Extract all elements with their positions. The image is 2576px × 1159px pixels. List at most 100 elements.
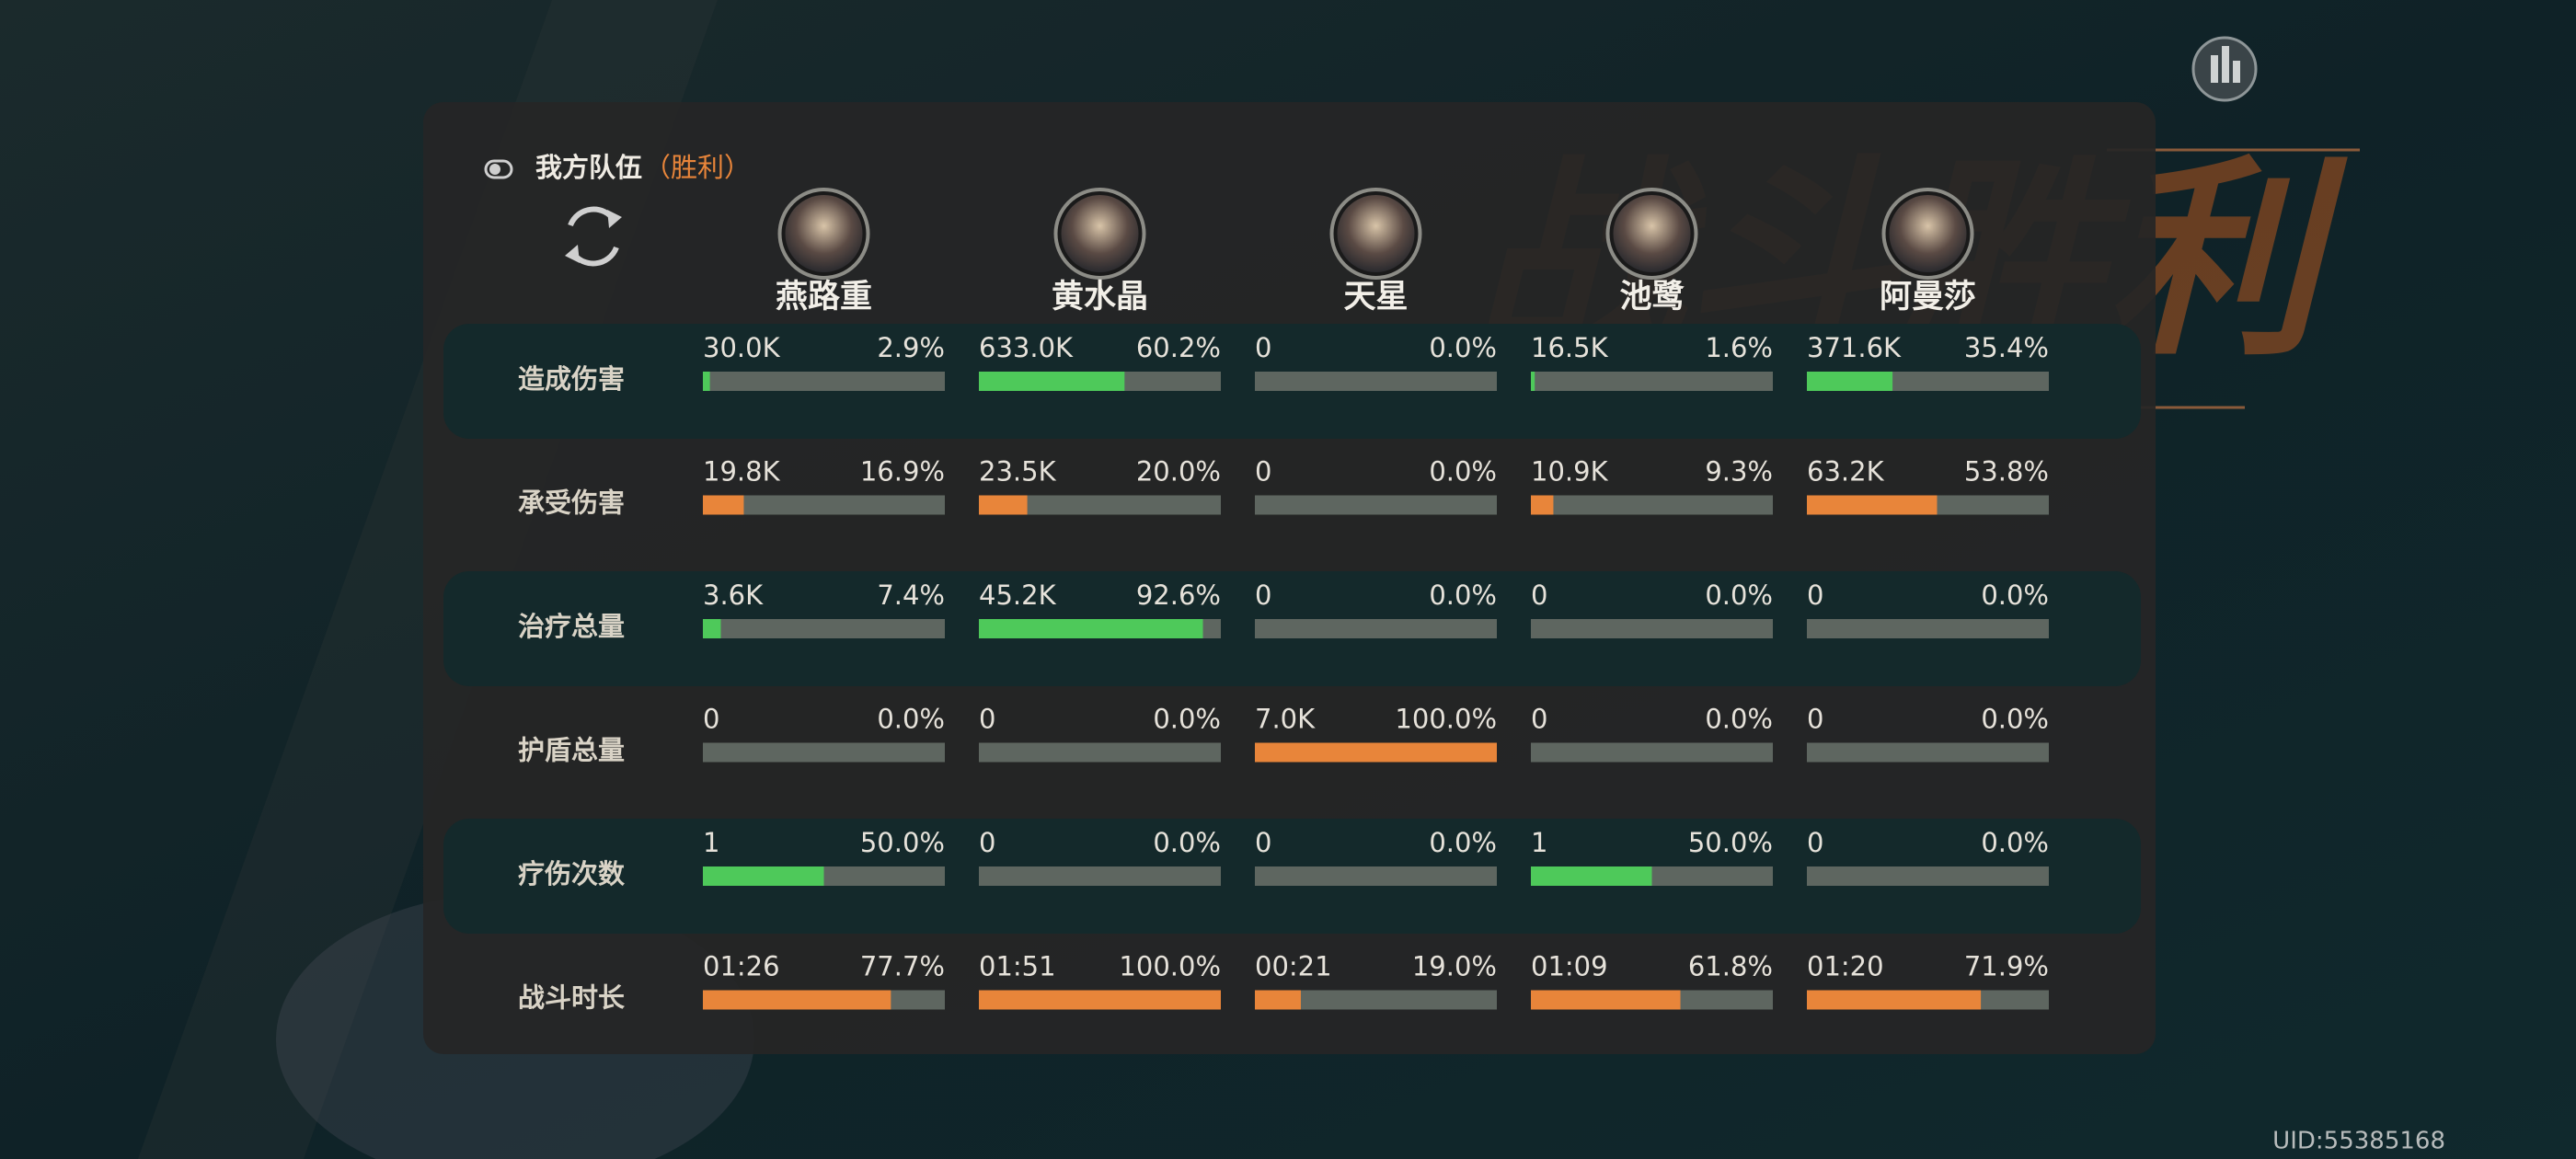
cell-percent: 92.6% <box>1136 580 1221 611</box>
avatar <box>1337 195 1415 272</box>
bar <box>1531 372 1535 391</box>
avatar <box>785 195 863 272</box>
cell-value: 0 <box>1255 456 1271 488</box>
bar <box>1807 372 1893 391</box>
row-label: 疗伤次数 <box>518 858 626 889</box>
refresh-arrow <box>565 245 580 263</box>
cell-value: 371.6K <box>1807 332 1902 363</box>
cell-value: 7.0K <box>1255 704 1316 735</box>
cell-value: 0 <box>1531 580 1547 611</box>
team-result: （胜利） <box>644 152 751 183</box>
cell-value: 19.8K <box>703 456 781 488</box>
team-title: 我方队伍 <box>535 152 642 183</box>
cell-value: 45.2K <box>979 580 1057 611</box>
cell-value: 0 <box>1807 704 1823 735</box>
stats-icon-bar <box>2211 55 2218 83</box>
row-label: 战斗时长 <box>518 982 626 1014</box>
toggle-icon[interactable] <box>484 159 513 179</box>
cell-percent: 0.0% <box>1705 580 1773 611</box>
refresh-button[interactable] <box>565 206 622 267</box>
row-label: 护盾总量 <box>518 735 625 766</box>
cell-percent: 100.0% <box>1119 951 1221 982</box>
cell-percent: 53.8% <box>1964 456 2049 488</box>
cell-value: 0 <box>1255 580 1271 611</box>
bar-track <box>1531 495 1773 515</box>
avatar <box>1889 195 1967 272</box>
cell-percent: 71.9% <box>1964 951 2049 982</box>
bar-track <box>703 372 945 391</box>
cell-percent: 1.6% <box>1705 332 1773 363</box>
cell-value: 0 <box>1255 332 1271 363</box>
cell-percent: 20.0% <box>1136 456 1221 488</box>
cell-value: 0 <box>703 704 719 735</box>
bar <box>1255 990 1301 1010</box>
cell-percent: 0.0% <box>1153 827 1221 858</box>
bar <box>1531 495 1554 515</box>
cell-percent: 0.0% <box>1429 580 1497 611</box>
bar-track <box>1531 742 1773 763</box>
cell-value: 01:51 <box>979 951 1056 982</box>
bar-track <box>1807 866 2049 886</box>
cell-percent: 50.0% <box>1688 827 1773 858</box>
cell-value: 01:20 <box>1807 951 1884 982</box>
cell-value: 10.9K <box>1531 456 1609 488</box>
bar <box>703 372 710 391</box>
bar-track <box>979 495 1221 515</box>
cell-value: 0 <box>1807 580 1823 611</box>
cell-percent: 0.0% <box>1981 580 2049 611</box>
cell-value: 1 <box>703 827 719 858</box>
bar <box>703 495 744 515</box>
stats-button[interactable] <box>2191 36 2258 102</box>
cell-value: 00:21 <box>1255 951 1332 982</box>
cell-percent: 0.0% <box>1429 332 1497 363</box>
bar-track <box>979 742 1221 763</box>
cell-percent: 0.0% <box>877 704 945 735</box>
bar <box>1807 495 1938 515</box>
cell-percent: 9.3% <box>1705 456 1773 488</box>
refresh-arrow <box>607 210 622 228</box>
uid: UID:55385168 <box>2272 1128 2445 1155</box>
bar-track <box>1531 619 1773 638</box>
cell-percent: 0.0% <box>1429 827 1497 858</box>
cell-percent: 0.0% <box>1153 704 1221 735</box>
bar <box>1531 990 1681 1010</box>
bar-track <box>1807 619 2049 638</box>
bar <box>979 619 1203 638</box>
cell-value: 0 <box>979 827 995 858</box>
cell-percent: 61.8% <box>1688 951 1773 982</box>
cell-value: 30.0K <box>703 332 781 363</box>
character-name: 天星 <box>1343 279 1408 316</box>
cell-percent: 7.4% <box>877 580 945 611</box>
bar-track <box>1255 619 1497 638</box>
character-name: 黄水晶 <box>1052 279 1148 316</box>
bar <box>1255 742 1497 763</box>
cell-value: 01:26 <box>703 951 780 982</box>
bar <box>703 619 721 638</box>
cell-percent: 100.0% <box>1395 704 1497 735</box>
avatar <box>1613 195 1691 272</box>
cell-percent: 2.9% <box>877 332 945 363</box>
stats-icon-bar <box>2222 46 2229 83</box>
cell-percent: 0.0% <box>1981 827 2049 858</box>
cell-percent: 77.7% <box>860 951 945 982</box>
bar-track <box>1255 495 1497 515</box>
bar <box>703 866 824 886</box>
toggle-knob <box>489 164 500 175</box>
cell-value: 0 <box>979 704 995 735</box>
row-label: 治疗总量 <box>518 611 625 642</box>
bar-track <box>979 866 1221 886</box>
cell-value: 23.5K <box>979 456 1057 488</box>
bar-track <box>1255 372 1497 391</box>
stats-icon-bar <box>2233 61 2240 83</box>
cell-value: 01:09 <box>1531 951 1608 982</box>
bar-track <box>1255 866 1497 886</box>
bar-track <box>1255 990 1497 1010</box>
cell-value: 16.5K <box>1531 332 1609 363</box>
cell-value: 633.0K <box>979 332 1074 363</box>
cell-percent: 16.9% <box>860 456 945 488</box>
bar-track <box>703 742 945 763</box>
cell-percent: 19.0% <box>1412 951 1497 982</box>
bar <box>703 990 891 1010</box>
